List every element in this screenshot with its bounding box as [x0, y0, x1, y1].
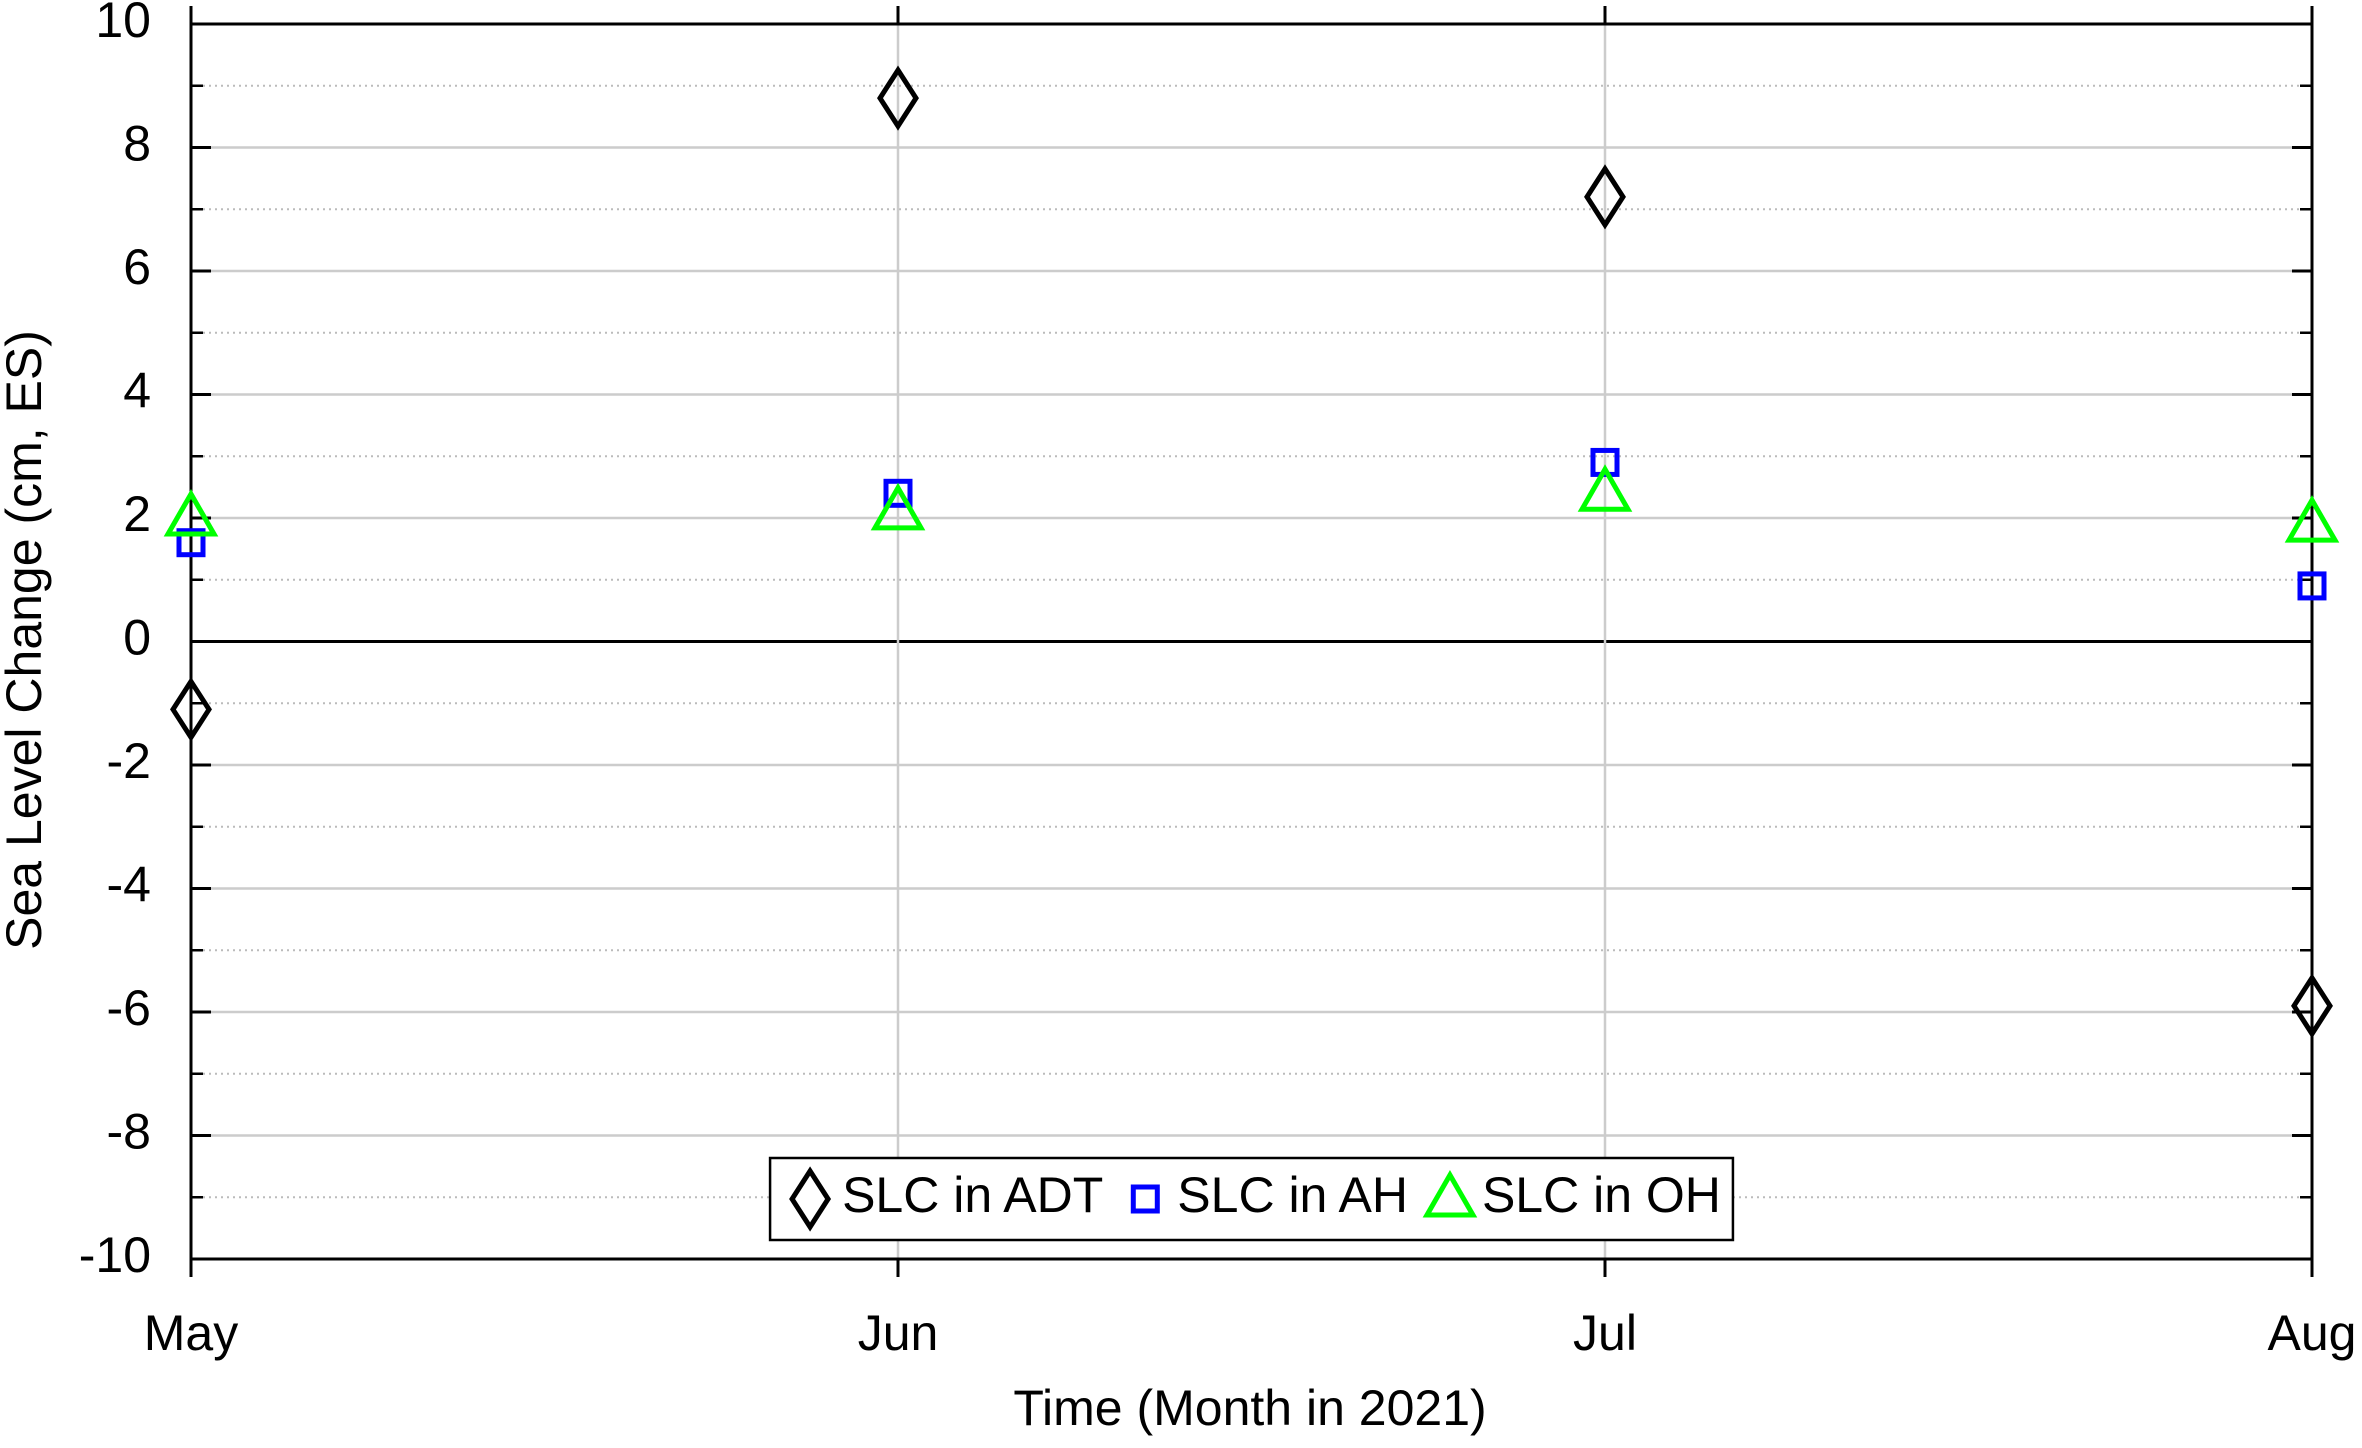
y-tick-label: 10 [95, 0, 151, 48]
legend-label: SLC in AH [1177, 1167, 1408, 1223]
legend-label: SLC in ADT [842, 1167, 1103, 1223]
y-axis-label: Sea Level Change (cm, ES) [0, 330, 52, 950]
x-tick-label: Jun [858, 1305, 939, 1361]
diamond-marker [1584, 164, 1626, 230]
y-tick-label: 8 [123, 116, 151, 172]
triangle-marker [2284, 495, 2340, 543]
y-tick-label: -4 [107, 857, 151, 913]
diamond-marker [2291, 973, 2333, 1039]
triangle-marker [163, 488, 219, 537]
diamond-marker [170, 676, 212, 743]
x-axis-label: Time (Month in 2021) [1013, 1380, 1486, 1436]
triangle-marker [1577, 464, 1633, 512]
y-tick-label: -2 [107, 733, 151, 789]
square-marker [1130, 1184, 1160, 1214]
y-tick-label: -6 [107, 980, 151, 1036]
triangle-marker [1422, 1169, 1478, 1218]
y-tick-label: 6 [123, 239, 151, 295]
square-marker [176, 528, 206, 558]
diamond-marker [789, 1166, 832, 1232]
x-tick-label: Aug [2268, 1305, 2357, 1361]
legend: SLC in ADT SLC in AH SLC in OH [768, 1156, 1735, 1242]
legend-label: SLC in OH [1482, 1167, 1721, 1223]
square-marker [883, 478, 913, 508]
square-marker [1590, 447, 1620, 477]
y-tick-label: 2 [123, 486, 151, 542]
y-tick-label: -8 [107, 1104, 151, 1160]
y-tick-label: -10 [79, 1227, 151, 1283]
y-tick-label: 0 [123, 610, 151, 666]
legend-box [768, 1156, 1735, 1242]
plot-frame [189, 22, 2314, 1261]
triangle-marker [870, 482, 926, 531]
y-tick-label: 4 [123, 363, 151, 419]
diamond-marker [877, 65, 919, 131]
x-tick-label: Jul [1573, 1305, 1637, 1361]
x-tick-label: May [144, 1305, 238, 1361]
square-marker [2297, 571, 2327, 601]
